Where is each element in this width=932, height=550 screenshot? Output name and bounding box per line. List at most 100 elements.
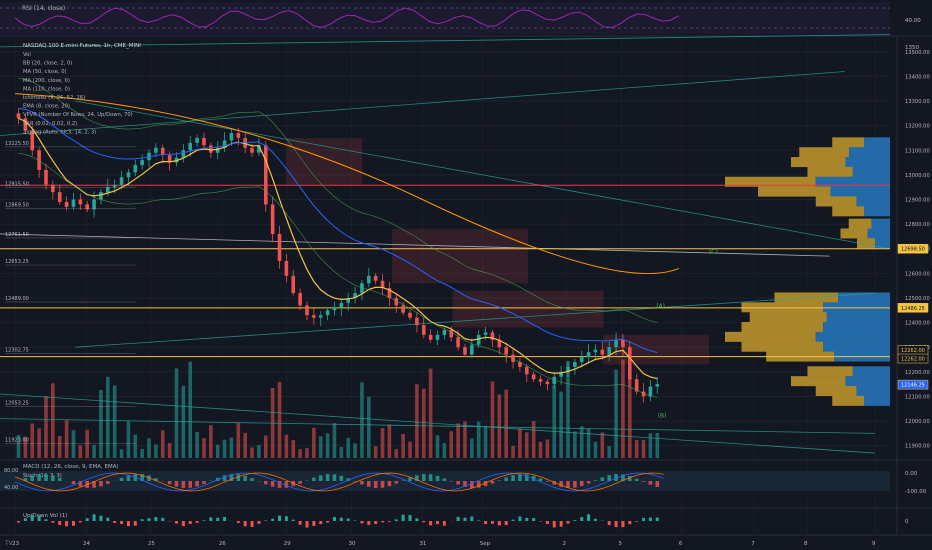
volume-profile-up xyxy=(815,196,857,207)
price-axis-top-label: 1350 xyxy=(905,45,919,51)
left-level-label: 12053.25 xyxy=(5,401,29,407)
candle-body xyxy=(215,147,220,153)
macd-histogram-bar xyxy=(511,475,515,481)
macd-histogram-bar xyxy=(573,481,577,488)
candle-body xyxy=(23,118,28,131)
volume-bar xyxy=(518,428,522,458)
updown-vol-bar xyxy=(525,517,529,521)
macd-histogram-bar xyxy=(57,478,62,481)
volume-bar xyxy=(174,368,179,458)
volume-bar xyxy=(621,359,625,458)
candle-body xyxy=(298,293,302,306)
updown-vol-bar xyxy=(477,520,481,521)
volume-bar xyxy=(552,385,557,458)
volume-bar xyxy=(559,391,563,458)
macd-histogram-bar xyxy=(318,475,323,481)
volume-bar xyxy=(305,448,309,458)
updown-vol-bar xyxy=(30,514,34,521)
updown-vol-bar xyxy=(442,521,446,526)
macd-histogram-bar xyxy=(524,474,529,481)
volume-bar xyxy=(483,425,488,458)
updown-vol-bar xyxy=(126,521,130,527)
candle-body xyxy=(243,137,247,148)
volume-profile-up xyxy=(815,386,857,397)
updown-vol-bar xyxy=(133,521,137,526)
updown-vol-bar xyxy=(648,517,652,521)
macd-pane[interactable]: MACD (12, 26, close, 9, EMA, EMA) Stoch … xyxy=(0,464,927,495)
volume-bar xyxy=(277,381,282,458)
updown-vol-pane[interactable]: Up/Down Vol (1) 0 xyxy=(17,513,909,528)
left-level-label: 12869.50 xyxy=(5,202,29,208)
updown-vol-bar xyxy=(298,521,302,525)
candle-body xyxy=(387,288,392,298)
candle-body xyxy=(195,137,199,143)
volume-profile-down xyxy=(856,196,890,207)
volume-profile-down xyxy=(852,366,890,377)
candle-body xyxy=(346,297,351,303)
updown-vol-bar xyxy=(422,521,426,523)
macd-histogram-bar xyxy=(470,481,474,488)
volume-bar xyxy=(497,394,502,458)
trend-line xyxy=(0,71,845,136)
rsi-line xyxy=(14,7,680,29)
updown-vol-bar xyxy=(573,520,577,521)
candle-body xyxy=(607,347,611,355)
volume-bar xyxy=(360,382,364,458)
updown-vol-bar xyxy=(429,521,433,526)
macd-histogram-bar xyxy=(586,481,591,484)
candle-body xyxy=(463,347,467,355)
volume-bar xyxy=(387,424,392,458)
price-badge-label: 12262.00 xyxy=(901,348,925,354)
volume-profile-up xyxy=(857,238,876,249)
price-tick-label: 11900.00 xyxy=(905,444,930,450)
price-axis[interactable]: 1350 13500.00 13400.00 13300.00 13200.00 131… xyxy=(896,36,930,535)
chart-title: NASDAQ 100 E-mini Futures, 1h, CME_MINI xyxy=(23,43,141,49)
candle-body xyxy=(648,386,653,397)
updown-vol-bar xyxy=(346,518,350,521)
volume-bar xyxy=(545,439,550,458)
volume-bar xyxy=(284,434,289,458)
macd-histogram-bar xyxy=(380,481,385,488)
volume-bar xyxy=(428,368,433,458)
volume-bar xyxy=(85,429,90,458)
macd-histogram-bar xyxy=(476,481,481,488)
volume-bar xyxy=(202,438,206,458)
volume-bar xyxy=(394,449,399,458)
updown-vol-bar xyxy=(463,517,467,521)
main-price-pane[interactable]: 13225.50 12915.50 12869.50 12761.50 12653.25… xyxy=(0,34,891,535)
macd-histogram-bar xyxy=(518,474,522,481)
time-axis[interactable]: 23 24 25 26 29 30 31 Sep 2 5 6 7 8 9 xyxy=(12,541,876,547)
volume-bar xyxy=(415,384,419,458)
volume-bar xyxy=(147,438,151,458)
volume-profile-up xyxy=(749,312,827,323)
volume-bar xyxy=(250,447,254,458)
updown-vol-bar xyxy=(607,521,611,526)
rsi-pane[interactable]: RSI (14, close) 40.00 xyxy=(0,2,921,34)
stoch-label: Stoch (14, 3, 3) xyxy=(23,473,62,479)
volume-profile-up xyxy=(758,186,831,197)
candle-body xyxy=(628,347,632,380)
updown-vol-bar xyxy=(278,515,282,521)
updown-vol-bar xyxy=(202,520,206,521)
volume-profile-down xyxy=(845,157,890,168)
chart-legend[interactable]: NASDAQ 100 E-mini Futures, 1h, CME_MINI … xyxy=(23,43,141,135)
left-level-label: 12653.25 xyxy=(5,259,29,265)
price-badge-label: 12146.25 xyxy=(901,383,925,389)
candle-body xyxy=(634,379,639,392)
moving-averages xyxy=(15,78,680,398)
candle-body xyxy=(202,137,206,146)
volume-bar xyxy=(51,383,55,458)
macd-histogram-bar xyxy=(188,481,193,488)
macd-histogram-bar xyxy=(30,475,35,481)
volume-bar xyxy=(37,428,41,458)
candle-body xyxy=(270,204,275,234)
indicator-legend-item: VPVR (Number Of Rows, 24, Up/Down, 70) xyxy=(23,112,133,118)
volume-bar xyxy=(236,423,241,458)
volume-bar xyxy=(442,443,447,458)
macd-histogram-bar xyxy=(37,474,41,481)
indicator-legend-item: EMA (8, close, 20) xyxy=(23,104,70,110)
rsi-band xyxy=(0,2,890,34)
macd-histogram-bar xyxy=(284,481,289,488)
